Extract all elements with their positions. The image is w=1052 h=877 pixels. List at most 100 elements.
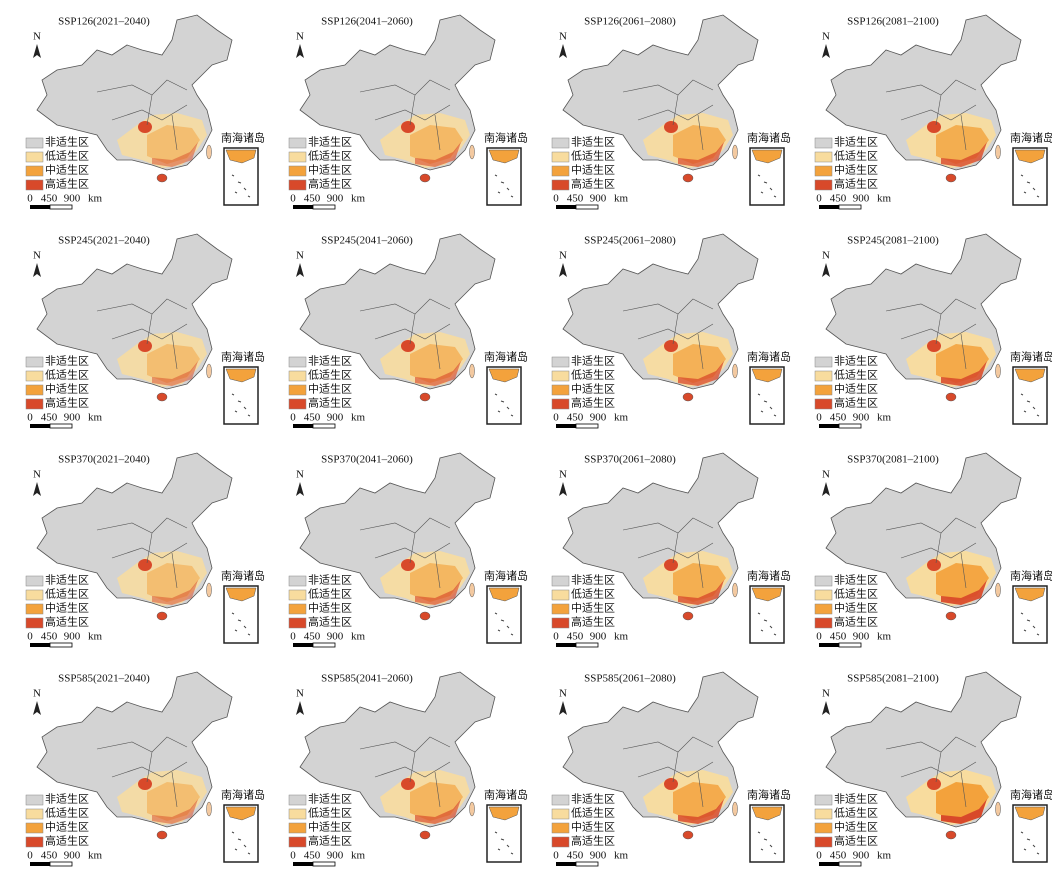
scale-label: km <box>614 193 629 205</box>
high-area <box>415 142 461 167</box>
scale-bar <box>819 643 839 647</box>
island <box>469 144 475 160</box>
inset-label: 南海诸岛 <box>747 131 791 145</box>
scale-label: 900 <box>327 850 344 862</box>
north-arrow <box>296 44 304 58</box>
inset-dots <box>231 612 251 636</box>
high-patch <box>138 559 152 571</box>
north-arrow <box>33 263 41 277</box>
legend-label: 中适生区 <box>45 382 89 396</box>
legend-swatch <box>288 836 307 848</box>
scale-bar <box>819 205 839 209</box>
legend-swatch <box>814 617 833 629</box>
legend-label: 中适生区 <box>308 382 352 396</box>
island <box>206 582 212 598</box>
legend-swatch <box>551 179 570 191</box>
legend-label: 非适生区 <box>834 135 878 149</box>
scale-bar <box>293 643 313 647</box>
scale-label: 450 <box>304 193 321 205</box>
inset-coast <box>1014 587 1046 602</box>
scale-label: km <box>351 193 366 205</box>
high-area <box>941 580 987 605</box>
scale-label: 900 <box>590 850 607 862</box>
legend-label: 中适生区 <box>308 163 352 177</box>
island <box>995 363 1001 379</box>
scale-label: 0 <box>553 631 559 643</box>
scale-label: 900 <box>853 193 870 205</box>
inset-dots <box>757 174 777 198</box>
legend-swatch <box>25 575 44 587</box>
north-label: N <box>822 688 830 700</box>
legend-swatch <box>288 794 307 806</box>
scale-bar <box>312 642 336 648</box>
scale-bar <box>49 642 73 648</box>
scale-label: 450 <box>567 631 584 643</box>
legend-swatch <box>814 384 833 396</box>
province-borders <box>885 79 977 151</box>
scale-label: km <box>88 193 103 205</box>
legend-swatch <box>814 822 833 834</box>
high-patch <box>138 778 152 790</box>
province-borders <box>359 298 451 370</box>
province-borders <box>96 736 188 808</box>
scale-bar <box>838 423 862 429</box>
scale-label: 900 <box>590 193 607 205</box>
north-arrow <box>559 44 567 58</box>
legend-swatch <box>814 603 833 615</box>
north-arrow <box>822 482 830 496</box>
scale-label: 450 <box>830 850 847 862</box>
legend-label: 中适生区 <box>571 820 615 834</box>
scale-label: km <box>88 631 103 643</box>
high-patch <box>927 340 941 352</box>
panel-title: SSP126(2041–2060) <box>321 16 413 28</box>
north-label: N <box>559 250 567 262</box>
high-patch <box>927 121 941 133</box>
island <box>732 144 738 160</box>
legend-swatch <box>551 836 570 848</box>
province-borders <box>885 298 977 370</box>
high-area <box>678 580 724 605</box>
inset-dots <box>1020 393 1040 417</box>
scale-label: km <box>614 631 629 643</box>
island <box>419 611 431 621</box>
legend-swatch <box>25 603 44 615</box>
inset-dots <box>494 174 514 198</box>
legend-swatch <box>288 179 307 191</box>
legend-label: 低适生区 <box>45 149 89 163</box>
high-patch <box>401 121 415 133</box>
inset-coast <box>488 149 520 164</box>
legend-label: 非适生区 <box>45 573 89 587</box>
legend-label: 非适生区 <box>571 792 615 806</box>
legend-label: 高适生区 <box>308 396 352 410</box>
legend-swatch <box>551 794 570 806</box>
inset-dots <box>1020 174 1040 198</box>
scale-label: 0 <box>27 412 33 424</box>
north-label: N <box>559 31 567 43</box>
scale-label: 450 <box>830 412 847 424</box>
inset-coast <box>488 368 520 383</box>
panel-title: SSP126(2061–2080) <box>584 16 676 28</box>
legend-label: 高适生区 <box>308 834 352 848</box>
scale-label: 450 <box>304 412 321 424</box>
legend-swatch <box>551 151 570 163</box>
province-borders <box>885 736 977 808</box>
province-borders <box>885 517 977 589</box>
island <box>995 801 1001 817</box>
scale-label: 450 <box>41 631 58 643</box>
legend-label: 中适生区 <box>308 601 352 615</box>
legend-label: 非适生区 <box>571 135 615 149</box>
legend-label: 非适生区 <box>308 354 352 368</box>
legend-label: 高适生区 <box>834 396 878 410</box>
scale-label: 0 <box>816 850 822 862</box>
island <box>469 582 475 598</box>
panel-title: SSP245(2081–2100) <box>847 235 939 247</box>
high-area <box>415 580 461 605</box>
province-borders <box>359 517 451 589</box>
scale-label: km <box>351 631 366 643</box>
legend-swatch <box>551 808 570 820</box>
north-arrow <box>559 701 567 715</box>
